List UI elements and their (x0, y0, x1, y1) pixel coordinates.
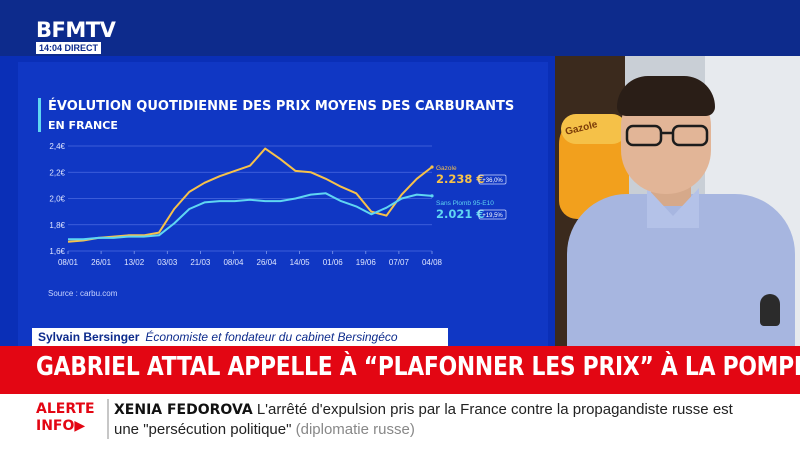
legend-value-0: 2.238 € (436, 172, 484, 186)
x-tick-label: 08/04 (223, 258, 244, 267)
y-tick-label: 1,8€ (49, 221, 65, 230)
legend-change-box-0 (478, 174, 507, 185)
title-accent-bar (38, 98, 41, 132)
x-tick-label: 14/05 (290, 258, 311, 267)
x-tick-label: 21/03 (190, 258, 211, 267)
channel-logo: BFMTV (36, 18, 116, 42)
legend-change-0: +36,0% (482, 178, 503, 184)
ticker-body: L'arrêté d'expulsion pris par la France … (114, 401, 733, 438)
legend-change-box-1 (478, 209, 507, 220)
series-line-1 (68, 192, 433, 241)
live-clock: 14:04 DIRECT (36, 42, 102, 54)
x-tick-label: 03/03 (157, 258, 178, 267)
series-end-point-1 (430, 194, 434, 198)
headline-bar (0, 346, 800, 394)
speaker-name-strap: Sylvain Bersinger Économiste et fondateu… (32, 328, 448, 346)
alert-info-badge: ALERTE INFO▶ (36, 401, 95, 435)
chart-title: ÉVOLUTION QUOTIDIENNE DES PRIX MOYENS DE… (48, 99, 515, 114)
y-tick-label: 2,4€ (49, 142, 65, 151)
series-end-point-0 (430, 165, 434, 169)
y-tick-label: 1,6€ (49, 247, 65, 256)
live-label: DIRECT (64, 43, 99, 53)
y-tick-label: 2,2€ (49, 168, 65, 177)
legend-name-1: Sans Plomb 95-E10 (436, 200, 494, 207)
channel-header (0, 0, 800, 56)
ticker-subject: XENIA FEDOROVA (114, 402, 253, 418)
headline: GABRIEL ATTAL APPELLE À “PLAFONNER LES P… (36, 352, 800, 382)
x-axis-ticks: 08/01 26/01 13/02 03/03 21/03 08/04 26/04 14/05… (58, 258, 443, 267)
chart-subtitle: EN FRANCE (48, 119, 118, 132)
chart-panel-inner (18, 62, 548, 346)
legend-change-1: +19,5% (482, 213, 503, 219)
legend-value-1: 2.021 € (436, 207, 484, 221)
ticker-message: XENIA FEDOROVA L'arrêté d'expulsion pris… (114, 400, 754, 440)
chart-source: Source : carbu.com (48, 289, 118, 298)
x-tick-label: 19/06 (356, 258, 377, 267)
microphone-icon (760, 294, 780, 326)
speaker-video: Gazole (555, 56, 800, 346)
y-tick-label: 2,0€ (49, 195, 65, 204)
alert-line-2: INFO▶ (36, 418, 95, 435)
alert-line-2-text: INFO (36, 418, 75, 434)
series-line-0 (67, 147, 433, 243)
chart-grid (67, 145, 433, 254)
chart-series (67, 147, 434, 243)
x-tick-label: 13/02 (124, 258, 145, 267)
legend-name-0: Gazole (436, 165, 457, 172)
news-ticker (0, 394, 800, 450)
glasses-icon (625, 124, 709, 147)
x-tick-label: 07/07 (389, 258, 410, 267)
speaker-name: Sylvain Bersinger (38, 330, 140, 344)
speaker-hair (617, 76, 715, 116)
alert-line-1: ALERTE (36, 401, 95, 417)
ticker-attribution: (diplomatie russe) (295, 421, 415, 438)
clock-time: 14:04 (39, 43, 63, 53)
x-tick-label: 04/08 (422, 258, 443, 267)
ticker-divider (107, 399, 109, 439)
x-tick-label: 01/06 (323, 258, 344, 267)
speaker-role: Économiste et fondateur du cabinet Bersi… (145, 330, 398, 344)
y-axis-ticks: 1,6€ 1,8€ 2,0€ 2,2€ 2,4€ (49, 142, 65, 256)
fuel-pump-cap (561, 114, 627, 144)
x-tick-label: 08/01 (58, 258, 79, 267)
x-tick-label: 26/04 (257, 258, 278, 267)
alert-arrow-icon: ▶ (74, 418, 86, 434)
x-tick-label: 26/01 (91, 258, 112, 267)
